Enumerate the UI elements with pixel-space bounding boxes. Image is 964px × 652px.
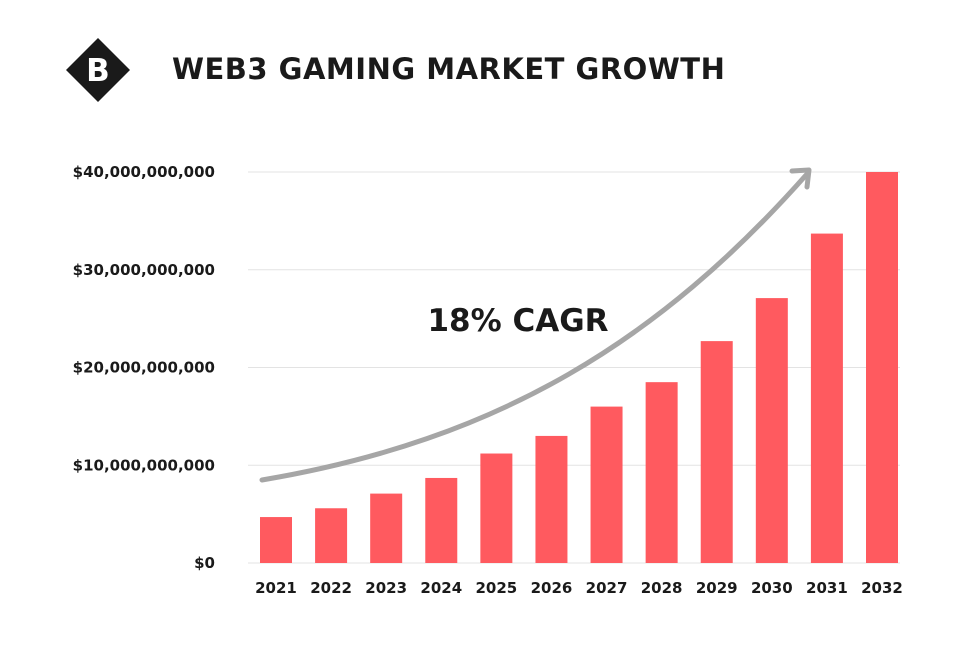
y-axis-ticks: $0 $10,000,000,000 $20,000,000,000 $30,000,… [73, 163, 215, 572]
x-axis-ticks: 2021 2022 2023 2024 2025 2026 2027 2028 2029 2030… [255, 579, 903, 597]
x-tick-label: 2032 [861, 579, 903, 597]
bar-2027 [590, 406, 623, 563]
x-tick-label: 2026 [531, 579, 573, 597]
page-title: WEB3 GAMING MARKET GROWTH [172, 52, 726, 86]
x-tick-label: 2024 [420, 579, 462, 597]
x-tick-label: 2025 [475, 579, 517, 597]
bar-2029 [700, 341, 733, 563]
x-tick-label: 2031 [806, 579, 848, 597]
growth-arrow [259, 171, 810, 483]
x-tick-label: 2027 [586, 579, 628, 597]
brand-logo: B [66, 38, 130, 102]
cagr-annotation: 18% CAGR [427, 303, 608, 339]
bar-2025 [480, 453, 513, 563]
y-tick-label: $20,000,000,000 [73, 359, 215, 377]
y-tick-label: $0 [194, 554, 215, 572]
bar-2026 [535, 435, 568, 563]
bar-2024 [425, 477, 458, 563]
y-tick-label: $40,000,000,000 [73, 163, 215, 181]
logo-letter: B [86, 53, 110, 89]
logo-diamond [66, 38, 130, 102]
x-tick-label: 2022 [310, 579, 352, 597]
x-tick-label: 2028 [641, 579, 683, 597]
y-tick-label: $10,000,000,000 [73, 456, 215, 474]
bar-2022 [315, 508, 348, 563]
bar-2023 [370, 493, 403, 563]
growth-arrowhead [789, 167, 812, 190]
bar-2031 [810, 233, 843, 563]
x-tick-label: 2021 [255, 579, 297, 597]
x-tick-label: 2029 [696, 579, 738, 597]
gridlines [248, 171, 900, 564]
x-tick-label: 2030 [751, 579, 793, 597]
bar-2030 [755, 298, 788, 563]
x-tick-label: 2023 [365, 579, 407, 597]
y-tick-label: $30,000,000,000 [73, 261, 215, 279]
bar-2032 [866, 172, 898, 563]
bar-2021 [260, 517, 292, 563]
bar-2028 [645, 382, 678, 563]
bars [260, 172, 898, 563]
